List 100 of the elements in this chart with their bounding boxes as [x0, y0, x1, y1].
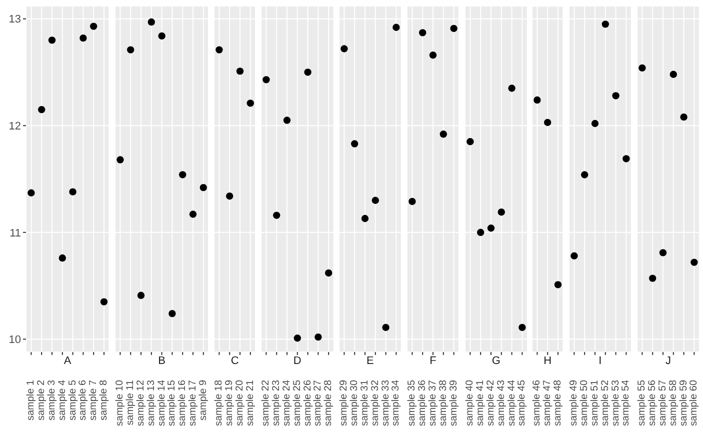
x-tick-label: sample 28 [322, 380, 334, 426]
point [670, 70, 678, 78]
point [324, 269, 332, 277]
x-tick-label: sample 40 [464, 380, 476, 426]
point [199, 184, 207, 192]
point [419, 29, 426, 36]
x-tick-label: sample 13 [146, 380, 157, 426]
x-axis-title: A [64, 354, 72, 367]
point [262, 76, 270, 84]
x-axis-title: E [366, 354, 374, 367]
point [126, 46, 134, 54]
point [429, 52, 437, 59]
point [246, 100, 254, 107]
x-tick-label: sample 23 [270, 380, 282, 426]
x-tick-label: sample 43 [495, 380, 506, 426]
point [80, 34, 87, 42]
x-axis-title: F [430, 355, 437, 367]
point [340, 45, 348, 52]
point [581, 171, 588, 178]
x-tick-label: sample 18 [213, 380, 224, 426]
point [137, 292, 144, 299]
point [570, 252, 578, 260]
x-tick-label: sample 14 [156, 380, 167, 426]
x-tick-label: sample 25 [292, 380, 303, 426]
point [638, 64, 646, 72]
x-tick-label: sample 27 [312, 380, 324, 426]
x-tick-label: sample 54 [620, 380, 632, 426]
x-tick-label: sample 15 [166, 380, 178, 426]
point [440, 130, 448, 138]
x-tick-label: sample 44 [506, 380, 517, 426]
point [28, 189, 35, 196]
x-tick-label: sample 5 [67, 380, 78, 420]
point [272, 212, 280, 219]
x-axis-title: D [293, 354, 302, 367]
x-tick-label: sample 32 [370, 380, 382, 426]
x-tick-label: sample 37 [428, 380, 439, 426]
point [486, 224, 494, 232]
x-tick-label: sample 6 [78, 380, 89, 420]
x-tick-label: sample 22 [260, 380, 272, 426]
x-axis-title: H [544, 354, 552, 367]
point [602, 20, 610, 28]
point [408, 198, 416, 206]
point [168, 310, 176, 318]
x-tick-label: sample 36 [417, 380, 428, 426]
y-tick-label: 13 [8, 14, 21, 26]
point [215, 46, 223, 54]
point [294, 334, 301, 342]
point [351, 140, 358, 148]
x-tick-label: sample 47 [542, 380, 554, 426]
x-tick-label: sample 16 [176, 380, 188, 426]
point [592, 120, 599, 128]
x-tick-label: sample 39 [448, 380, 460, 426]
y-tick-label: 11 [10, 227, 21, 240]
point [450, 24, 458, 32]
x-tick-label: sample 2 [36, 380, 48, 420]
x-tick-label: sample 38 [438, 380, 449, 426]
point [283, 116, 290, 124]
x-tick-label: sample 3 [46, 380, 58, 420]
point [158, 32, 166, 40]
x-tick-label: sample 45 [516, 380, 528, 426]
x-tick-label: sample 56 [647, 380, 658, 426]
x-tick-label: sample 29 [338, 380, 350, 426]
x-tick-label: sample 4 [56, 380, 68, 420]
point [622, 155, 630, 162]
x-tick-label: sample 11 [124, 380, 136, 426]
point [659, 249, 667, 256]
x-tick-label: sample 26 [302, 380, 314, 426]
point [147, 18, 155, 26]
x-tick-label: sample 57 [658, 380, 669, 426]
point [476, 228, 484, 236]
x-tick-label: sample 34 [390, 380, 402, 426]
point [38, 106, 46, 114]
x-axis-title: B [158, 354, 166, 367]
x-tick-label: sample 49 [568, 380, 580, 426]
x-axis-title: J [665, 354, 671, 367]
y-tick-label: 12 [8, 120, 21, 133]
point [680, 113, 688, 121]
point [48, 36, 56, 44]
y-tick-label: 10 [8, 334, 21, 346]
x-tick-label: sample 19 [224, 380, 235, 426]
x-tick-label: sample 33 [380, 380, 392, 426]
point [314, 333, 322, 341]
point [100, 298, 108, 306]
x-tick-label: sample 20 [234, 380, 246, 426]
x-tick-label: sample 60 [688, 380, 700, 426]
x-tick-label: sample 1 [26, 380, 37, 420]
x-axis-title: I [598, 354, 602, 367]
point [497, 208, 505, 216]
point [69, 188, 76, 196]
x-tick-label: sample 21 [244, 380, 256, 426]
x-tick-label: sample 58 [668, 380, 679, 426]
x-tick-label: sample 55 [636, 380, 648, 426]
x-tick-label: sample 50 [579, 380, 590, 426]
point [90, 22, 98, 30]
x-tick-label: sample 51 [590, 380, 601, 426]
point [362, 214, 369, 222]
x-tick-label: sample 46 [532, 380, 544, 426]
x-tick-label: sample 42 [485, 380, 496, 426]
x-tick-label: sample 17 [187, 380, 198, 426]
point [226, 192, 233, 200]
